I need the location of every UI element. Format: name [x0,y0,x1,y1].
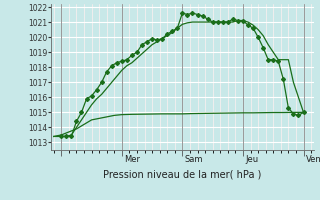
X-axis label: Pression niveau de la mer( hPa ): Pression niveau de la mer( hPa ) [103,169,261,179]
Text: Mer: Mer [124,155,140,164]
Text: Jeu: Jeu [245,155,259,164]
Text: Ven: Ven [306,155,320,164]
Text: Sam: Sam [185,155,204,164]
